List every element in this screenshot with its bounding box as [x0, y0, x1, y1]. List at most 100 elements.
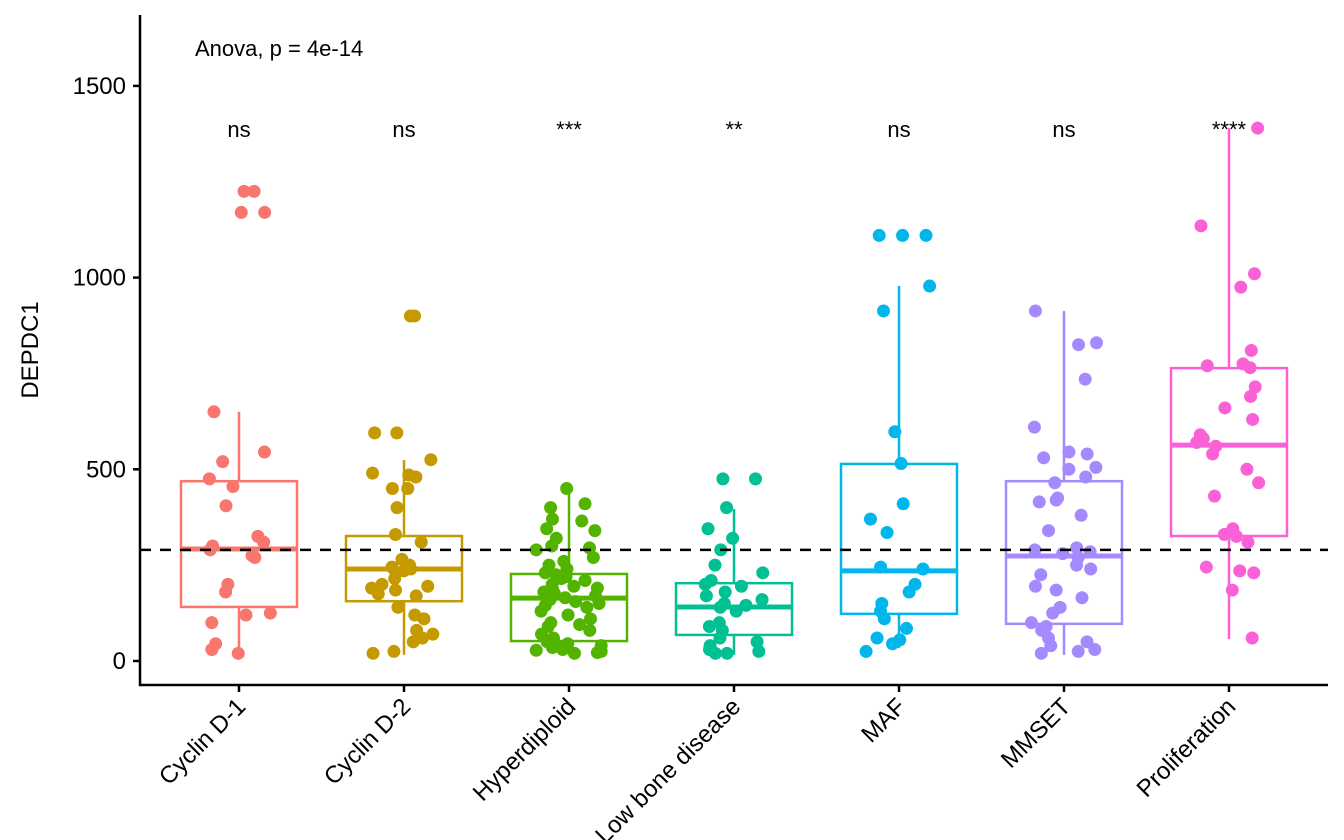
- data-point: [713, 631, 727, 645]
- data-point: [226, 480, 240, 494]
- data-point: [368, 426, 382, 440]
- data-point: [247, 184, 261, 198]
- data-point: [1034, 646, 1048, 660]
- data-point: [1044, 639, 1058, 653]
- data-point: [387, 644, 401, 658]
- data-point: [859, 644, 873, 658]
- data-point: [426, 627, 440, 641]
- data-point: [720, 501, 734, 515]
- data-point: [257, 445, 271, 459]
- data-point: [245, 549, 259, 563]
- significance-labels: ns ns *** ** ns ns ****: [227, 117, 1246, 142]
- data-point: [545, 641, 559, 655]
- y-axis-label: DEPDC1: [17, 301, 44, 398]
- data-point: [371, 587, 385, 601]
- data-point: [1206, 447, 1220, 461]
- x-tick-label: Cyclin D-2: [319, 693, 416, 790]
- data-point: [899, 621, 913, 635]
- data-point: [702, 619, 716, 633]
- data-point: [205, 616, 219, 630]
- data-point: [1078, 372, 1092, 386]
- data-point: [366, 646, 380, 660]
- y-tick-label: 1000: [73, 265, 126, 292]
- significance-label: ***: [556, 117, 582, 142]
- data-point: [385, 481, 399, 495]
- data-point: [569, 595, 583, 609]
- data-point: [231, 646, 245, 660]
- data-point: [586, 550, 600, 564]
- data-point: [1251, 121, 1265, 135]
- data-point: [567, 579, 581, 593]
- data-point: [877, 304, 891, 318]
- data-point: [584, 612, 598, 626]
- box-group-0: [179, 184, 299, 660]
- data-point: [1245, 631, 1259, 645]
- box-group-3: [674, 472, 794, 660]
- data-point: [1032, 495, 1046, 509]
- data-point: [870, 631, 884, 645]
- data-point: [540, 522, 554, 536]
- data-point: [1074, 508, 1088, 522]
- y-tick-label: 1500: [73, 73, 126, 100]
- data-point: [216, 455, 230, 469]
- data-point: [1070, 541, 1084, 555]
- data-point: [886, 637, 900, 651]
- data-point: [1083, 545, 1097, 559]
- data-point: [729, 604, 743, 618]
- box-group-2: [509, 481, 629, 660]
- significance-label: ns: [227, 117, 250, 142]
- data-point: [590, 646, 604, 660]
- data-point: [1034, 568, 1048, 582]
- data-point: [573, 618, 587, 632]
- data-point: [561, 608, 575, 622]
- data-point: [219, 585, 233, 599]
- data-point: [1225, 583, 1239, 597]
- data-point: [1194, 219, 1208, 233]
- data-point: [1218, 401, 1232, 415]
- data-point: [749, 472, 763, 486]
- data-point: [1049, 583, 1063, 597]
- box: [839, 462, 959, 616]
- data-point: [1089, 336, 1103, 350]
- data-point: [1041, 524, 1055, 538]
- x-tick-label: Low bone disease: [590, 693, 746, 840]
- data-point: [583, 623, 597, 637]
- box-group-4: [839, 228, 959, 658]
- data-point: [739, 598, 753, 612]
- data-point: [874, 560, 888, 574]
- data-point: [1028, 543, 1042, 557]
- data-point: [1089, 460, 1103, 474]
- data-point: [1062, 462, 1076, 476]
- data-point: [538, 566, 552, 580]
- significance-label: ns: [887, 117, 910, 142]
- x-tick-label: MAF: [856, 693, 911, 748]
- data-point: [1207, 489, 1221, 503]
- data-point: [863, 512, 877, 526]
- data-point: [1027, 420, 1041, 434]
- data-point: [888, 425, 902, 439]
- data-point: [263, 606, 277, 620]
- box: [1169, 366, 1289, 538]
- data-point: [708, 558, 722, 572]
- significance-label: ns: [392, 117, 415, 142]
- data-point: [923, 279, 937, 293]
- data-point: [1252, 476, 1266, 490]
- data-point: [390, 426, 404, 440]
- data-point: [554, 572, 568, 586]
- data-point: [698, 577, 712, 591]
- data-point: [1241, 535, 1255, 549]
- box-group-1: [344, 309, 464, 660]
- data-point: [1229, 529, 1243, 543]
- data-point: [1028, 304, 1042, 318]
- data-point: [534, 604, 548, 618]
- data-point: [880, 526, 894, 540]
- x-ticks: Cyclin D-1 Cyclin D-2 Hyperdiploid Low bone…: [154, 685, 1241, 840]
- data-point: [421, 579, 435, 593]
- data-point: [1244, 389, 1258, 403]
- data-point: [916, 562, 930, 576]
- data-point: [1072, 338, 1086, 352]
- box-group-5: [1004, 304, 1124, 660]
- data-point: [388, 527, 402, 541]
- data-point: [1048, 476, 1062, 490]
